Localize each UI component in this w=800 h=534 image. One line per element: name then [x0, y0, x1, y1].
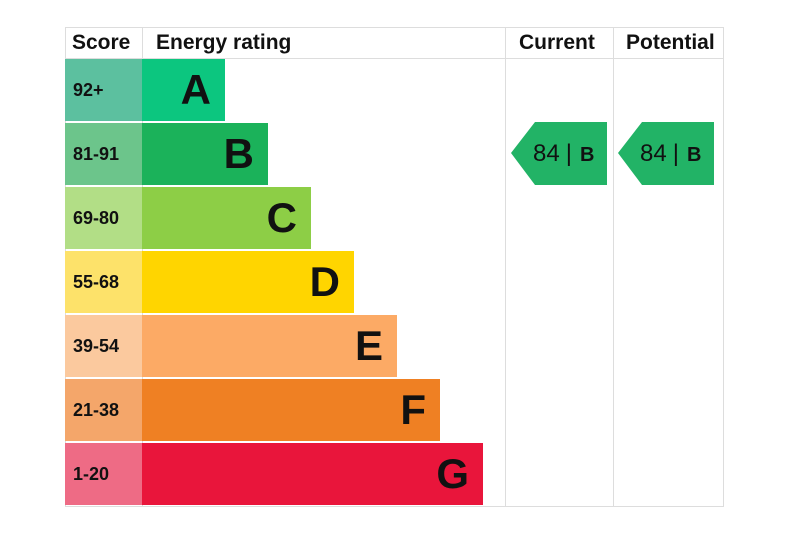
current-rating-indicator: 84 | B	[511, 122, 607, 185]
score-range-e: 39-54	[65, 315, 142, 377]
current-score: 84	[533, 140, 560, 167]
separator: |	[565, 140, 572, 167]
potential-band: B	[686, 144, 702, 166]
separator: |	[672, 140, 679, 167]
score-range-b: 81-91	[65, 123, 142, 185]
rating-bar-a: A	[142, 59, 225, 121]
divider	[65, 58, 724, 59]
score-range-d: 55-68	[65, 251, 142, 313]
rating-bar-c: C	[142, 187, 311, 249]
score-range-c: 69-80	[65, 187, 142, 249]
rating-bar-g: G	[142, 443, 483, 505]
rating-bar-f: F	[142, 379, 440, 441]
potential-arrow-shape	[618, 122, 714, 185]
rating-bar-b: B	[142, 123, 268, 185]
rating-bar-d: D	[142, 251, 354, 313]
score-range-f: 21-38	[65, 379, 142, 441]
header-potential: Potential	[626, 31, 715, 54]
header-energy-rating: Energy rating	[156, 31, 292, 54]
score-range-a: 92+	[65, 59, 142, 121]
divider	[505, 27, 506, 507]
potential-rating-indicator: 84 | B	[618, 122, 714, 185]
score-range-g: 1-20	[65, 443, 142, 505]
divider	[613, 27, 614, 507]
header-current: Current	[519, 31, 595, 54]
rating-bar-e: E	[142, 315, 397, 377]
potential-score: 84	[640, 140, 667, 167]
current-band: B	[579, 144, 595, 166]
header-score: Score	[72, 31, 131, 54]
current-arrow-shape	[511, 122, 607, 185]
